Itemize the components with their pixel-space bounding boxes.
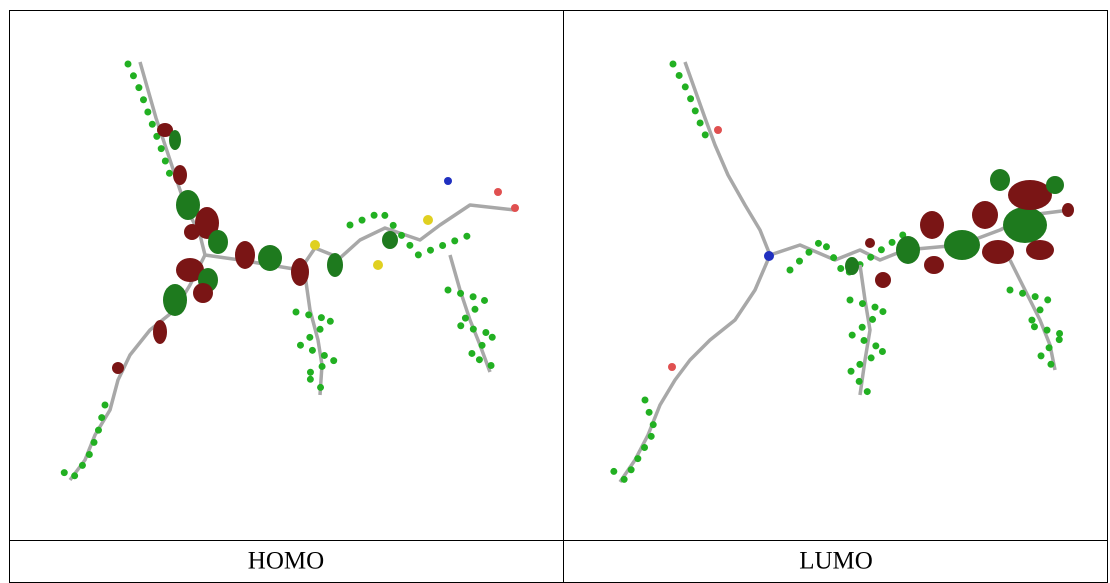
lumo-molecule (612, 62, 1074, 482)
figure-table: HOMO LUMO (0, 0, 1110, 583)
homo-label: HOMO (248, 548, 324, 575)
lumo-label: LUMO (799, 548, 873, 575)
page: HOMO LUMO (0, 0, 1110, 583)
homo-molecule (60, 62, 519, 480)
